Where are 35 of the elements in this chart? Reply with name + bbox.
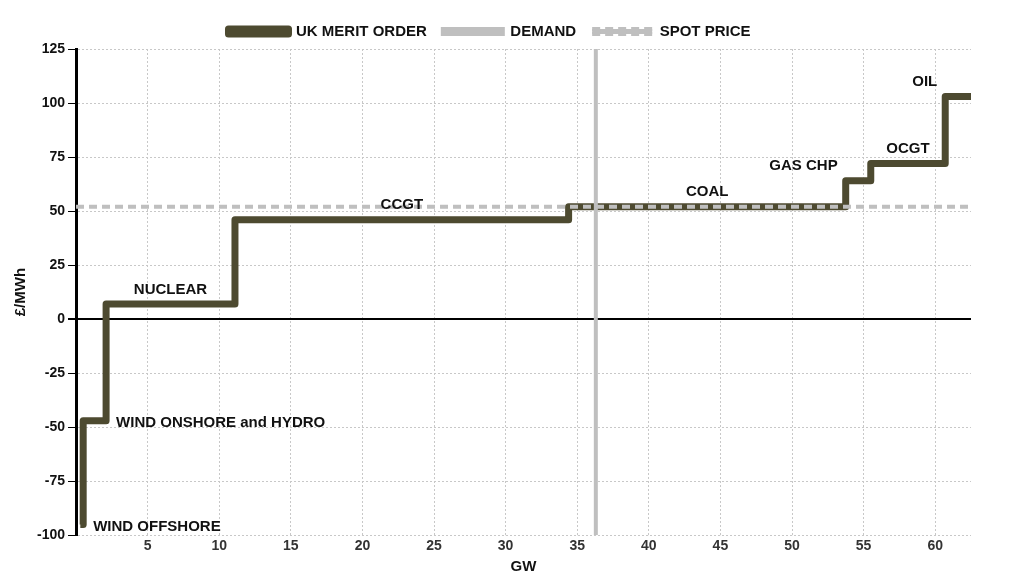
y-axis-title: £/MWh [11,267,29,317]
legend-label: SPOT PRICE [659,21,751,39]
annotation: WIND OFFSHORE [93,516,221,534]
y-tick-label: -75 [44,472,66,489]
annotation: COAL [685,182,729,200]
y-tick-label: -50 [44,418,66,435]
x-tick-label: 25 [426,537,443,554]
y-tick-label: 75 [49,147,66,164]
annotation: OCGT [886,139,930,157]
x-tick-label: 10 [211,537,228,554]
annotation: OIL [912,72,938,90]
y-tick-label: 125 [41,39,66,56]
x-tick-label: 20 [354,537,371,554]
x-tick-label: 35 [569,537,586,554]
annotation: NUCLEAR [133,279,208,297]
y-tick-label: 0 [57,309,66,326]
x-tick-label: 15 [283,537,299,554]
y-tick-label: -25 [44,363,66,380]
legend-label: UK MERIT ORDER [295,21,427,39]
x-tick-label: 30 [497,537,514,554]
annotation: GAS CHP [769,156,838,174]
y-tick-label: 25 [49,255,66,272]
x-tick-label: 50 [784,537,800,554]
x-axis-title: GW [510,557,538,575]
x-tick-label: 55 [855,537,872,554]
y-tick-label: 100 [41,93,66,110]
x-tick-label: 45 [712,537,729,554]
annotation: CCGT [380,195,424,213]
annotation: WIND ONSHORE and HYDRO [116,412,326,430]
x-tick-label: 60 [927,537,944,554]
y-tick-label: -100 [36,526,66,543]
x-tick-label: 5 [143,537,152,554]
y-tick-label: 50 [49,201,66,218]
legend-label: DEMAND [510,21,577,39]
x-tick-label: 40 [641,537,657,554]
